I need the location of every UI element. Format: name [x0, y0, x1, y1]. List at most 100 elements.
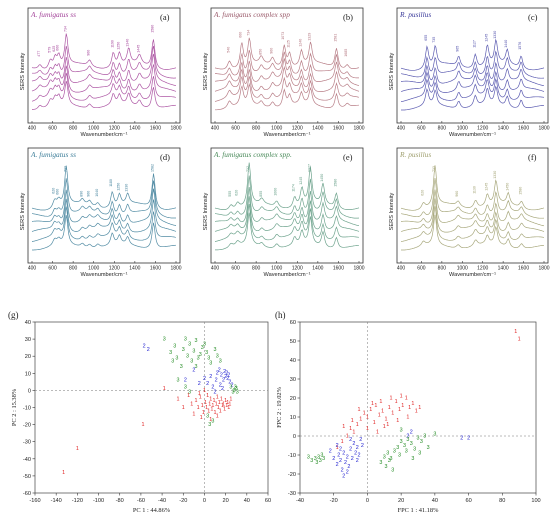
data-point: 1	[229, 396, 232, 402]
data-point: 3	[214, 347, 217, 353]
data-point: 2	[346, 454, 349, 460]
data-point: 3	[315, 460, 318, 466]
data-point: 3	[208, 422, 211, 428]
data-point: 2	[346, 470, 349, 476]
peak-label: 855	[259, 191, 263, 197]
data-point: 1	[208, 402, 211, 408]
x-tick-label: 1400	[312, 126, 323, 132]
data-point: 2	[342, 473, 345, 479]
data-point: 2	[336, 462, 339, 468]
data-point: 3	[383, 454, 386, 460]
x-tick-label: 800	[252, 266, 261, 272]
peak-label: 1580	[519, 187, 523, 195]
x-tick-label: 1000	[88, 126, 99, 132]
x-axis-label: PC 1 : 44.86%	[133, 507, 171, 514]
spectrum-trace	[32, 214, 177, 251]
data-point: 1	[226, 400, 229, 406]
data-point: 3	[307, 454, 310, 460]
spectrum-trace	[400, 70, 545, 93]
x-axis-label: FPC 1 : 41.18%	[398, 507, 440, 514]
data-point: 3	[423, 433, 426, 439]
data-point: 1	[202, 410, 205, 416]
x-tick-label: -20	[179, 498, 187, 504]
species-name: A. fumigatus complex spp.	[213, 150, 292, 159]
x-tick-label: 1600	[333, 266, 344, 272]
data-point: 3	[388, 458, 391, 464]
data-point: 3	[211, 419, 214, 425]
species-name: A. fumigatus ss	[30, 150, 76, 159]
data-point: 1	[356, 422, 359, 428]
y-tick-label: -60	[23, 491, 31, 497]
data-point: 2	[460, 435, 463, 441]
x-tick-label: 1200	[109, 126, 120, 132]
data-point: 3	[219, 359, 222, 365]
y-axis-label: SERS Intensity	[203, 52, 209, 90]
data-point: 1	[369, 407, 372, 413]
data-point: 2	[356, 458, 359, 464]
data-point: 3	[379, 460, 382, 466]
data-point: 1	[358, 407, 361, 413]
x-tick-label: -120	[72, 498, 83, 504]
spectrum-trace	[214, 175, 360, 219]
spectrum-trace	[214, 162, 360, 210]
data-point: 2	[211, 384, 214, 390]
x-tick-label: 1600	[150, 266, 161, 272]
data-point: 1	[163, 386, 166, 392]
species-name: R. pusillus	[399, 10, 431, 19]
data-point: 1	[192, 412, 195, 418]
data-point: 3	[400, 428, 403, 434]
data-point: 3	[427, 445, 430, 451]
x-tick-label: 800	[69, 126, 78, 132]
peak-label: 733	[63, 166, 67, 172]
data-point: 3	[207, 355, 210, 361]
peak-label: 620	[235, 190, 239, 196]
y-tick-label: 30	[290, 377, 296, 383]
y-tick-label: 60	[290, 320, 296, 326]
data-point: 3	[235, 386, 238, 392]
x-tick-label: -20	[330, 498, 338, 504]
x-tick-label: 1400	[312, 266, 323, 272]
spectra-panel-0: 477 579 625 660 734 960 1190 1250 1340 1445 1580 A.…	[20, 7, 182, 138]
data-point: 1	[211, 403, 214, 409]
data-point: 1	[401, 403, 404, 409]
data-point: 1	[215, 402, 218, 408]
spectrum-trace	[215, 212, 359, 251]
data-point: 1	[142, 422, 145, 428]
x-tick-label: 600	[417, 266, 426, 272]
data-point: 2	[227, 372, 230, 378]
x-tick-label: 20	[223, 498, 229, 504]
data-point: 1	[378, 413, 381, 419]
x-tick-label: 20	[398, 498, 404, 504]
data-point: 1	[376, 430, 379, 436]
data-point: 3	[171, 359, 174, 365]
peak-label: 660	[56, 189, 60, 195]
data-point: 3	[420, 439, 423, 445]
data-point: 1	[388, 405, 391, 411]
data-point: 2	[342, 451, 345, 457]
peak-label: 960	[270, 48, 274, 54]
x-tick-label: 1000	[457, 126, 468, 132]
peak-label: 1582	[151, 164, 155, 172]
data-point: 1	[346, 433, 349, 439]
x-tick-label: 600	[417, 126, 426, 132]
panel-label: (e)	[343, 152, 353, 162]
data-point: 3	[386, 451, 389, 457]
spectrum-trace	[32, 45, 176, 79]
data-point: 1	[217, 405, 220, 411]
peak-label: 1250	[116, 42, 120, 50]
data-point: 1	[418, 405, 421, 411]
peak-label: 732	[246, 166, 250, 172]
data-point: 2	[467, 435, 470, 441]
spectrum-trace	[214, 187, 360, 227]
data-point: 1	[405, 395, 408, 401]
x-tick-label: 1600	[518, 126, 529, 132]
spectrum-trace	[31, 206, 177, 242]
data-point: 1	[227, 405, 230, 411]
x-tick-label: 60	[465, 498, 471, 504]
peak-label: 655	[424, 35, 428, 41]
data-point: 1	[205, 405, 208, 411]
x-tick-label: 400	[211, 126, 220, 132]
peak-label: 1174	[292, 184, 296, 192]
peak-label: 733	[432, 166, 436, 172]
